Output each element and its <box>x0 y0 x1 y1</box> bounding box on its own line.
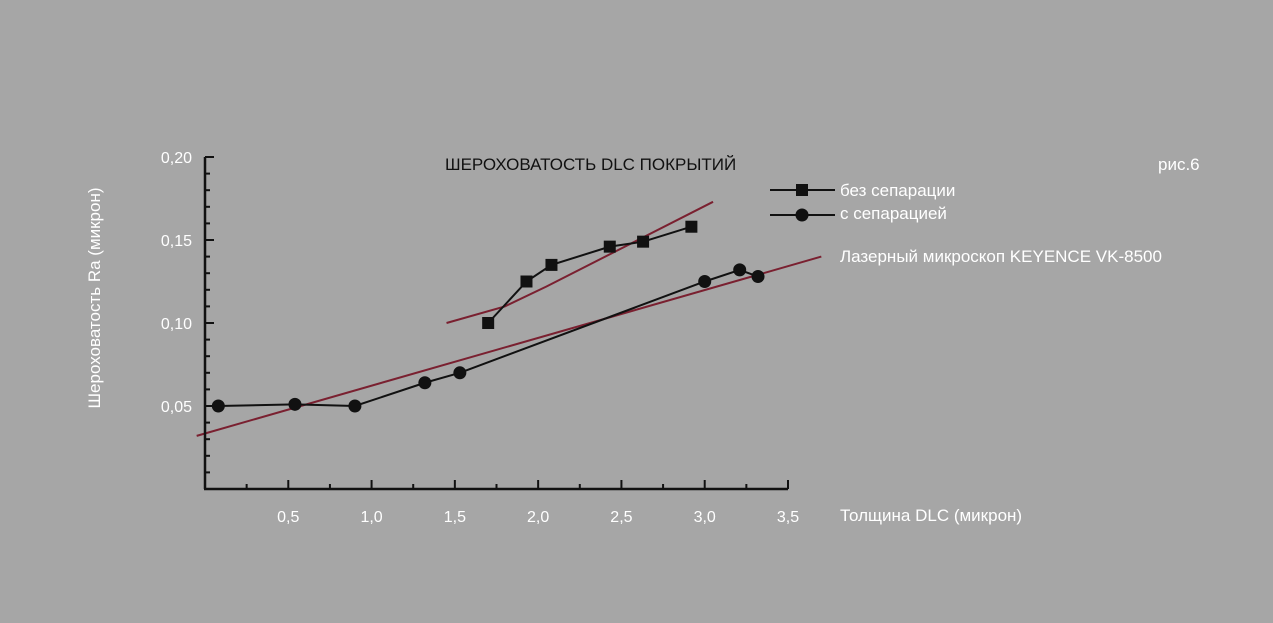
series-line-1 <box>487 225 692 324</box>
data-point-square <box>637 235 650 248</box>
data-point-circle <box>698 275 712 288</box>
data-point-circle <box>733 263 747 277</box>
y-tick-label: 0,05 <box>161 399 192 416</box>
labels: ШЕРОХОВАТОСТЬ DLC ПОКРЫТИЙ рис.6 Лазерны… <box>85 155 1200 525</box>
data-point-square <box>520 275 533 288</box>
chart-title: ШЕРОХОВАТОСТЬ DLC ПОКРЫТИЙ <box>445 155 736 174</box>
data-point-square <box>685 220 698 233</box>
x-tick-label: 3,5 <box>777 509 799 526</box>
data-point-circle <box>453 366 467 380</box>
axes: 0,05 0,10 0,15 0,20 0,5 1,0 1,5 2,0 2,5 3,0 3,5 <box>161 150 799 526</box>
series-line-2 <box>218 268 759 408</box>
x-tick-label: 1,0 <box>360 509 382 526</box>
data-point-circle <box>211 399 225 413</box>
legend-label-with-separation: с сепарацией <box>840 204 947 223</box>
legend-circle-marker <box>795 208 809 222</box>
trend-line-1 <box>446 200 714 324</box>
data-point-circle <box>418 376 432 390</box>
legend-item-with-separation: с сепарацией <box>770 204 947 223</box>
data-point-square <box>603 240 616 253</box>
data-point-circle <box>348 399 362 413</box>
legend-item-no-separation: без сепарации <box>770 181 955 200</box>
y-tick-label: 0,20 <box>161 150 192 167</box>
data-point-circle <box>288 397 302 411</box>
legend-square-marker <box>796 184 808 196</box>
instrument-note: Лазерный микроскоп KEYENCE VK-8500 <box>840 247 1162 266</box>
trend-line-2 <box>196 255 822 437</box>
y-tick-label: 0,10 <box>161 316 192 333</box>
y-axis-title: Шероховатость Ra (микрон) <box>85 187 104 408</box>
x-tick-label: 1,5 <box>444 509 466 526</box>
data-point-circle <box>751 270 765 284</box>
legend-label-no-separation: без сепарации <box>840 181 955 200</box>
figure-label: рис.6 <box>1158 155 1200 174</box>
data-point-square <box>545 258 558 271</box>
data-point-square <box>482 317 495 329</box>
x-tick-label: 2,5 <box>610 509 632 526</box>
x-tick-label: 3,0 <box>694 509 716 526</box>
x-axis-title: Толщина DLC (микрон) <box>840 506 1022 525</box>
x-tick-label: 0,5 <box>277 509 299 526</box>
y-tick-label: 0,15 <box>161 233 192 250</box>
series <box>211 220 765 413</box>
x-tick-label: 2,0 <box>527 509 549 526</box>
legend: без сепарации с сепарацией <box>770 181 955 223</box>
